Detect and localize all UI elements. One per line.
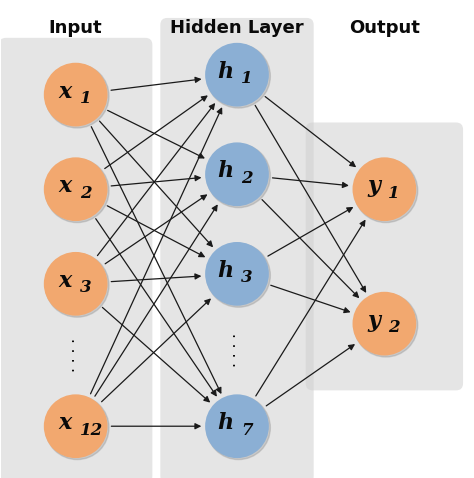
Circle shape — [46, 64, 109, 128]
Text: x: x — [58, 175, 72, 197]
Text: 2: 2 — [388, 319, 400, 336]
Text: 2: 2 — [80, 185, 91, 202]
Circle shape — [353, 292, 416, 356]
Text: x: x — [58, 412, 72, 434]
Circle shape — [44, 157, 108, 221]
Circle shape — [205, 142, 269, 206]
Circle shape — [207, 243, 270, 307]
Text: 2: 2 — [241, 170, 253, 187]
Text: h: h — [217, 412, 233, 434]
Text: 1: 1 — [80, 90, 91, 107]
Text: 7: 7 — [241, 422, 253, 439]
Circle shape — [205, 43, 269, 107]
Circle shape — [46, 159, 109, 223]
Text: x: x — [58, 270, 72, 292]
Text: 3: 3 — [241, 269, 253, 286]
Circle shape — [46, 396, 109, 459]
Text: x: x — [58, 81, 72, 103]
Text: 3: 3 — [80, 279, 91, 296]
Text: Input: Input — [49, 19, 102, 37]
Circle shape — [44, 252, 108, 315]
Circle shape — [44, 63, 108, 127]
Circle shape — [207, 396, 270, 459]
Text: Hidden Layer: Hidden Layer — [170, 19, 304, 37]
Text: Output: Output — [349, 19, 420, 37]
Text: 1: 1 — [241, 70, 253, 87]
Circle shape — [207, 144, 270, 207]
Circle shape — [44, 394, 108, 458]
Circle shape — [205, 394, 269, 458]
Text: y: y — [367, 310, 381, 332]
Circle shape — [353, 157, 416, 221]
Text: 12: 12 — [80, 422, 103, 439]
Text: · · · ·: · · · · — [68, 337, 83, 371]
Text: h: h — [217, 160, 233, 182]
Text: h: h — [217, 61, 233, 83]
Text: h: h — [217, 260, 233, 282]
Circle shape — [46, 253, 109, 317]
Text: y: y — [367, 175, 381, 197]
FancyBboxPatch shape — [160, 18, 314, 478]
Circle shape — [354, 293, 418, 357]
Text: · · · ·: · · · · — [229, 333, 245, 367]
Circle shape — [205, 242, 269, 306]
Text: 1: 1 — [388, 185, 400, 202]
Circle shape — [207, 44, 270, 108]
FancyBboxPatch shape — [0, 38, 152, 478]
Circle shape — [354, 159, 418, 223]
FancyBboxPatch shape — [306, 122, 463, 391]
